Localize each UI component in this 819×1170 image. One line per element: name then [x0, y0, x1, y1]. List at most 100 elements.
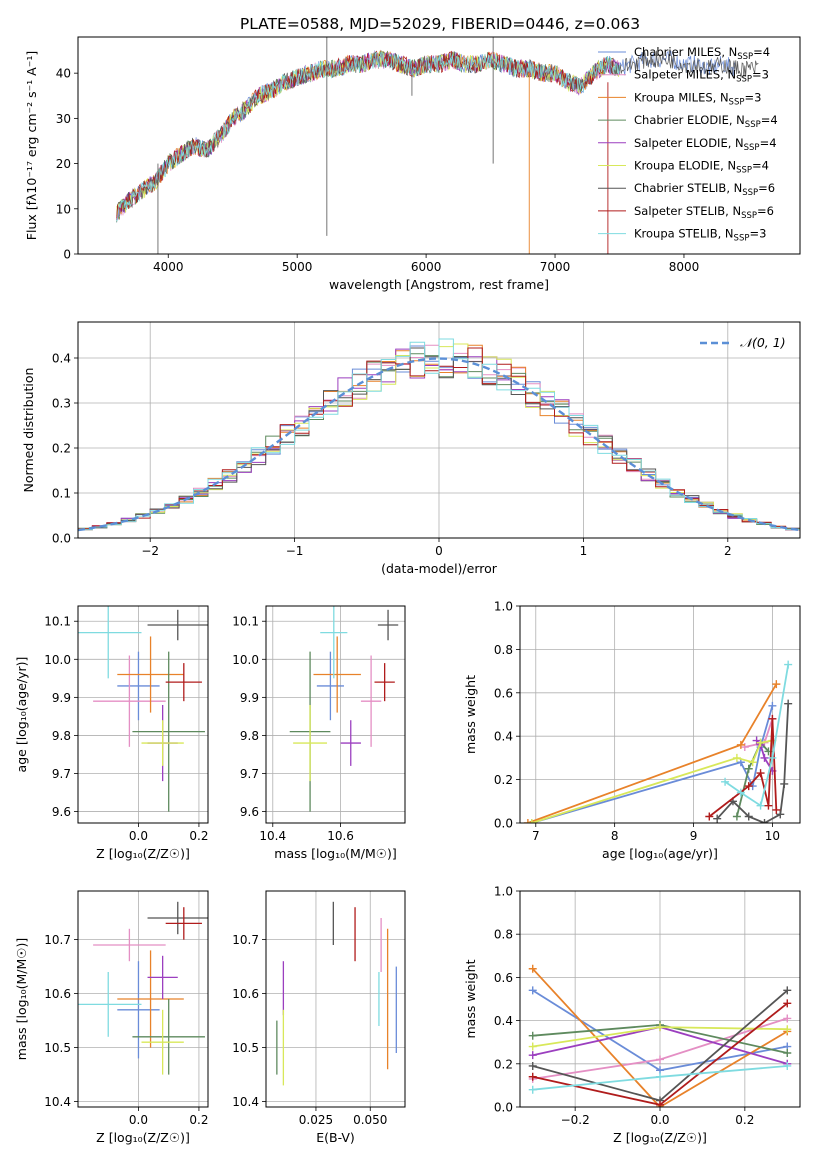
errorbar-point — [141, 1009, 184, 1075]
legend-entry: Kroupa STELIB, NSSP=3 — [634, 227, 766, 244]
errorbar-point — [117, 636, 184, 713]
weight-marker — [772, 805, 781, 814]
x-tick-label: 0.0 — [129, 829, 148, 843]
errorbar-point — [132, 999, 205, 1075]
weight-marker — [783, 1014, 792, 1023]
y-tick-label: 10.1 — [44, 615, 71, 629]
y-tick-label: 0 — [63, 248, 71, 262]
errorbar-point — [132, 651, 205, 812]
y-tick-label: 0.2 — [494, 773, 513, 787]
mass-vs-metallicity-panel: 0.0 0.2 10.4 10.5 10.6 10.7 Z [log₁₀(Z/Z☉)] mas… — [14, 890, 209, 1145]
y-tick-label: 9.9 — [240, 691, 259, 705]
weight-marker — [736, 740, 745, 749]
y-axis-label: mass weight — [463, 959, 478, 1038]
plot-area — [78, 338, 800, 532]
axes-frame — [77, 36, 801, 255]
weight-marker — [656, 1100, 664, 1107]
legend-entry: Salpeter MILES, NSSP=3 — [634, 68, 769, 85]
plot-area — [523, 660, 793, 823]
plot-area — [78, 606, 208, 812]
y-tick-label: 20 — [56, 157, 71, 171]
errorbar-point — [313, 636, 361, 713]
y-tick-label: 10.0 — [44, 653, 71, 667]
plot-area — [116, 37, 759, 254]
y-tick-label: 10.7 — [44, 933, 71, 947]
x-axis-label: wavelength [Angstrom, rest frame] — [329, 277, 549, 292]
y-axis-label: mass weight — [463, 675, 478, 754]
errorbar-point — [93, 928, 166, 962]
errorbar-point — [165, 907, 202, 940]
legend-entry: Salpeter ELODIE, NSSP=4 — [634, 136, 777, 153]
errorbar-point — [78, 606, 142, 679]
y-axis-label: mass [log₁₀(M/M☉)] — [14, 938, 29, 1060]
x-tick-label: 9 — [690, 829, 698, 843]
weight-marker — [528, 1061, 537, 1070]
legend-entry: Chabrier ELODIE, NSSP=4 — [634, 113, 778, 130]
x-tick-label: 5000 — [282, 260, 313, 274]
y-tick-label: 9.7 — [52, 767, 71, 781]
weight-marker — [783, 1049, 792, 1057]
errorbar-point — [78, 972, 142, 1037]
y-tick-label: 10.0 — [232, 653, 259, 667]
y-tick-label: 10.7 — [232, 933, 259, 947]
weight-marker — [772, 680, 781, 689]
errorbar-point — [320, 606, 348, 679]
weight-marker — [768, 701, 777, 710]
y-tick-label: 10.4 — [232, 1095, 259, 1109]
weight-marker — [764, 801, 773, 810]
x-tick-label: 0.050 — [353, 1113, 387, 1127]
y-tick-label: 10.5 — [44, 1041, 71, 1055]
weight-marker — [783, 999, 792, 1008]
figure-title: PLATE=0588, MJD=52029, FIBERID=0446, z=0… — [240, 15, 640, 33]
plot-area — [528, 964, 792, 1107]
y-tick-label: 9.6 — [52, 805, 71, 819]
weight-marker — [527, 819, 536, 823]
y-tick-label: 0.4 — [52, 352, 71, 366]
weight-marker — [768, 753, 777, 762]
y-tick-label: 0.6 — [494, 971, 513, 985]
y-tick-label: 40 — [56, 67, 71, 81]
weight-marker — [744, 812, 753, 821]
y-tick-label: 10.5 — [232, 1041, 259, 1055]
plot-area — [276, 901, 397, 1086]
x-tick-label: 8 — [611, 829, 619, 843]
weight-line — [531, 739, 773, 823]
histogram-line — [78, 338, 800, 531]
legend-entry: 𝒩(0, 1) — [740, 335, 786, 350]
spectrum-panel: 4000 5000 6000 7000 8000 0 10 20 30 40 wavelength … — [24, 36, 801, 292]
errorbar-point — [147, 609, 208, 641]
errorbar-point — [147, 955, 178, 999]
legend-entry: Kroupa MILES, NSSP=3 — [634, 90, 761, 107]
errorbar-point — [165, 663, 202, 702]
axes-frame — [519, 890, 801, 1108]
errorbar-point — [147, 901, 208, 935]
weight-marker — [523, 819, 532, 823]
errorbar-point — [117, 961, 160, 1059]
weight-marker — [760, 819, 769, 823]
x-tick-label: 0 — [435, 544, 443, 558]
weight-marker — [528, 1031, 537, 1040]
y-tick-label: 10.6 — [44, 987, 71, 1001]
weight-marker — [528, 1042, 537, 1051]
errorbar-point — [374, 663, 395, 702]
weight-marker — [721, 777, 730, 786]
y-tick-label: 0.4 — [494, 1014, 513, 1028]
errorbar-point — [141, 720, 184, 766]
y-tick-label: 0.6 — [494, 686, 513, 700]
x-tick-label: 0.025 — [299, 1113, 333, 1127]
weight-line — [532, 968, 788, 1107]
y-tick-label: 0.4 — [494, 730, 513, 744]
weight-marker — [756, 769, 765, 778]
y-tick-label: 0.8 — [494, 928, 513, 942]
y-tick-label: 0.2 — [494, 1057, 513, 1071]
y-tick-label: 10.1 — [232, 615, 259, 629]
x-tick-label: 6000 — [411, 260, 442, 274]
x-tick-label: 2 — [724, 544, 732, 558]
y-tick-label: 9.8 — [52, 729, 71, 743]
weight-marker — [780, 779, 789, 788]
x-tick-label: 1 — [580, 544, 588, 558]
weight-marker — [713, 814, 722, 823]
errorbar-point — [360, 655, 382, 747]
x-axis-label: age [log₁₀(age/yr)] — [602, 846, 718, 861]
y-tick-label: 0.0 — [494, 1101, 513, 1115]
